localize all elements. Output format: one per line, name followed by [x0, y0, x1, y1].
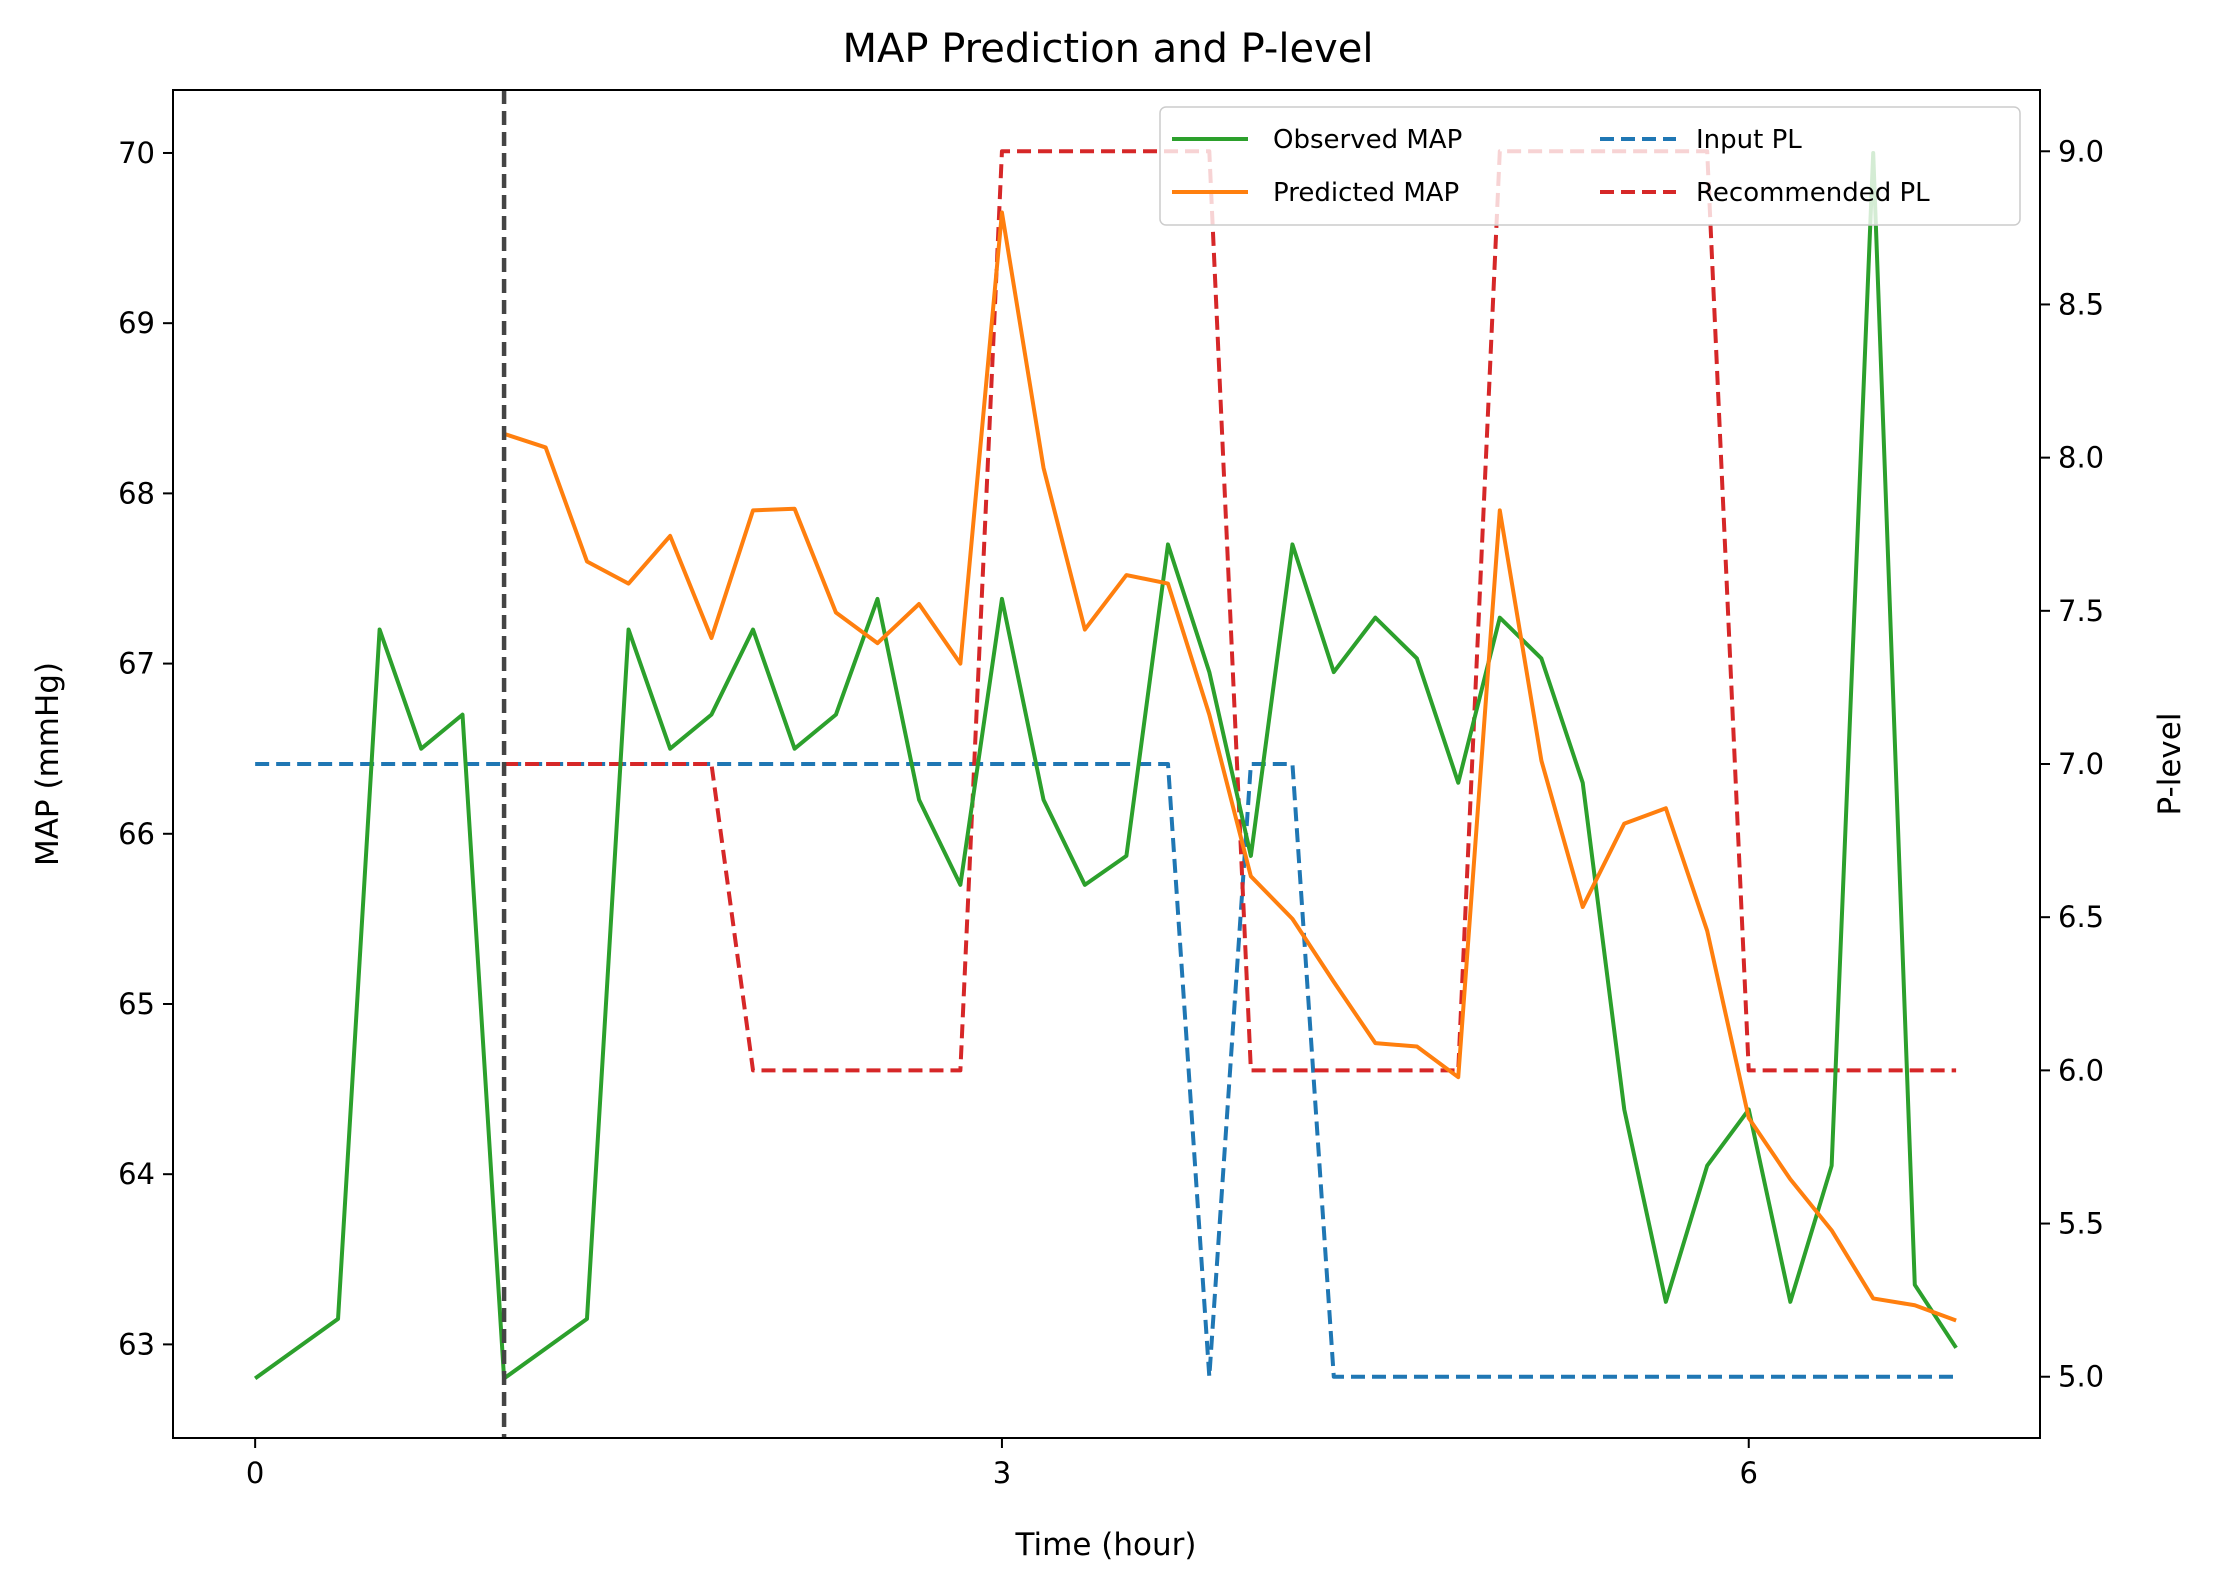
legend-label-observed-map: Observed MAP	[1273, 125, 1462, 155]
x-tick-label: 6	[1740, 1456, 1758, 1490]
series-line-predicted-map	[503, 210, 1957, 1323]
series-line-observed-map	[253, 150, 1958, 1381]
x-tick-label: 0	[246, 1456, 264, 1490]
y-axis-label-right: P-level	[2152, 713, 2188, 816]
y-left-tick-label: 68	[118, 476, 155, 510]
chart-title: MAP Prediction and P-level	[843, 26, 1374, 72]
y-left-tick-label: 69	[118, 306, 155, 340]
y-right-tick-label: 7.5	[2058, 594, 2104, 628]
y-right-tick-label: 5.5	[2058, 1207, 2104, 1241]
series-line-input-pl	[255, 762, 1957, 1379]
y-left-tick-label: 70	[118, 136, 155, 170]
y-left-tick-label: 65	[118, 987, 155, 1021]
x-tick-label: 3	[993, 1456, 1011, 1490]
y-axis-label-left: MAP (mmHg)	[30, 662, 66, 866]
y-right-tick-label: 6.5	[2058, 900, 2104, 934]
series-line-recommended-pl	[504, 149, 1957, 1073]
legend: Observed MAP Predicted MAP Input PL Reco…	[1159, 106, 2021, 226]
legend-label-recommended-pl: Recommended PL	[1696, 178, 1930, 208]
y-right-tick-label: 6.0	[2058, 1053, 2104, 1087]
y-left-tick-label: 66	[118, 817, 155, 851]
y-axis-left: 63 64 65 66 67 68 69 70	[118, 136, 173, 1361]
x-axis: 0 3 6	[246, 1438, 1758, 1490]
legend-label-input-pl: Input PL	[1696, 125, 1802, 155]
y-right-tick-label: 9.0	[2058, 134, 2104, 168]
y-right-tick-label: 8.0	[2058, 441, 2104, 475]
y-axis-right: 5.0 5.5 6.0 6.5 7.0 7.5 8.0 8.5 9.0	[2040, 134, 2104, 1394]
y-left-tick-label: 64	[118, 1157, 155, 1191]
y-right-tick-label: 5.0	[2058, 1360, 2104, 1394]
y-left-tick-label: 63	[118, 1327, 155, 1361]
y-right-tick-label: 7.0	[2058, 747, 2104, 781]
x-axis-label: Time (hour)	[1015, 1527, 1197, 1563]
legend-label-predicted-map: Predicted MAP	[1273, 178, 1459, 208]
y-right-tick-label: 8.5	[2058, 287, 2104, 321]
legend-box	[1159, 106, 2021, 226]
series-layer	[253, 149, 1958, 1381]
y-left-tick-label: 67	[118, 647, 155, 681]
